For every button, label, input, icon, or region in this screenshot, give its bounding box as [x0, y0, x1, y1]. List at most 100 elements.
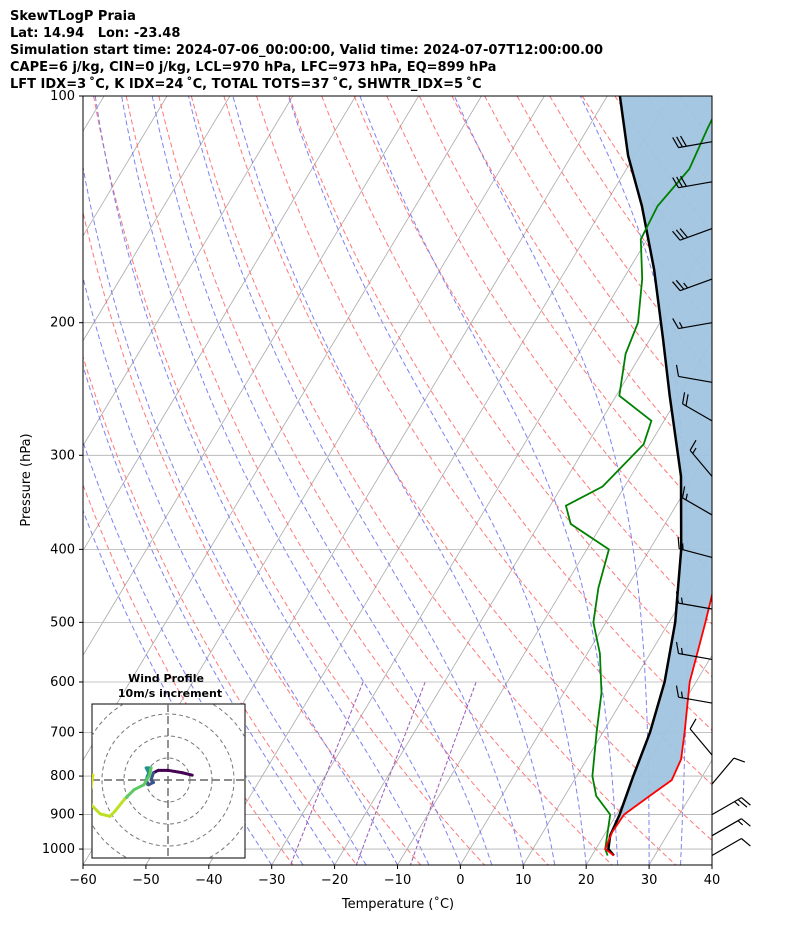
isotherm-line [83, 96, 105, 132]
chart-header: SkewTLogP Praia Lat: 14.94 Lon: -23.48 S… [10, 8, 603, 93]
isotherm-line [397, 340, 712, 865]
hodograph-trace-segment [122, 788, 136, 801]
hodograph-trace-segment [92, 803, 102, 816]
wind-barb [681, 486, 713, 516]
moist-adiabat-line [188, 96, 524, 865]
hodograph-trace-segment [132, 783, 146, 792]
parcel-profile-line [607, 96, 683, 857]
wind-barb [689, 718, 713, 756]
dry-adiabat-line [353, 96, 712, 625]
moist-adiabat-line [711, 857, 712, 865]
hodograph-title: Wind Profile [128, 672, 204, 685]
wind-barb [672, 278, 713, 292]
moist-adiabat-line [121, 96, 461, 865]
moist-adiabat-line [287, 96, 587, 865]
temperature-line [604, 591, 712, 857]
mixing-ratio-line [355, 681, 426, 865]
moist-adiabat-line [83, 275, 367, 865]
hodograph-ring [101, 713, 235, 847]
sounding-profiles [564, 96, 712, 857]
hodograph-trace-segment [98, 812, 112, 818]
isotherm-line [208, 96, 671, 865]
hodograph-trace-segment [92, 773, 95, 791]
y-tick-label: 1000 [42, 842, 75, 857]
wind-barb [677, 536, 713, 559]
y-tick-label: 800 [50, 769, 75, 784]
y-tick-label: 200 [50, 316, 75, 331]
wind-barbs [672, 135, 751, 857]
dewpoint-line [564, 117, 712, 856]
x-tick-label: 40 [704, 873, 721, 888]
moist-adiabat-line [453, 96, 650, 865]
hodograph [92, 704, 245, 858]
isotherm-line [522, 549, 712, 865]
simulation-times: Simulation start time: 2024-07-06_00:00:… [10, 43, 603, 58]
dry-adiabat-line [125, 96, 549, 865]
isotherm-line [83, 96, 231, 342]
hodograph-trace-segment [166, 768, 185, 775]
y-tick-label: 900 [50, 808, 75, 823]
dry-adiabat-line [83, 483, 294, 865]
dry-adiabat-line [713, 96, 794, 865]
x-tick-label: −40 [195, 873, 222, 888]
wind-barb [675, 685, 713, 704]
stability-parameters: CAPE=6 j/kg, CIN=0 j/kg, LCL=970 hPa, LF… [10, 60, 497, 75]
x-tick-label: 30 [641, 873, 658, 888]
wind-barb [675, 641, 713, 661]
wind-barb [711, 838, 751, 857]
wind-barb [711, 757, 746, 785]
x-tick-label: −30 [258, 873, 285, 888]
moist-adiabat-line [232, 96, 556, 865]
dry-adiabat-line [321, 96, 712, 678]
isotherm-line [334, 235, 712, 865]
x-tick-label: −50 [132, 873, 159, 888]
isotherm-line [460, 444, 712, 865]
dry-adiabat-line [386, 96, 712, 574]
hodograph-trace-segment [181, 771, 194, 777]
location-coordinates: Lat: 14.94 Lon: -23.48 [10, 26, 181, 41]
isotherm-line [83, 96, 294, 447]
y-tick-label: 400 [50, 542, 75, 557]
x-tick-label: −10 [384, 873, 411, 888]
x-axis-label: Temperature (˚C) [341, 896, 454, 912]
x-tick-label: 10 [515, 873, 532, 888]
dry-adiabat-line [83, 355, 358, 865]
y-tick-label: 100 [50, 89, 75, 104]
x-tick-label: −20 [321, 873, 348, 888]
dry-adiabat-line [288, 96, 712, 731]
x-axis: −60 −50 −40 −30 −20 −10 0 10 20 30 40 [69, 865, 720, 888]
y-tick-label: 500 [50, 615, 75, 630]
dry-adiabat-line [484, 96, 712, 424]
y-axis: 100 200 300 400 500 600 700 800 900 1000 [42, 89, 83, 857]
wind-barb [672, 228, 713, 241]
cape-fill [605, 96, 712, 856]
isotherm-line [83, 96, 357, 552]
isotherm-line [83, 96, 168, 237]
y-tick-label: 700 [50, 725, 75, 740]
x-tick-label: −60 [69, 873, 96, 888]
wind-barb [681, 392, 713, 422]
dry-adiabat-line [223, 96, 712, 842]
isotherm-line [711, 864, 712, 865]
moist-adiabat-line [359, 96, 619, 865]
dry-adiabat-line [158, 96, 613, 865]
wind-barb [672, 135, 713, 149]
hodograph-trace-segment [142, 773, 152, 787]
wind-barb [672, 318, 713, 330]
moist-adiabat-line [83, 164, 398, 865]
wind-barb [672, 175, 713, 189]
wind-barb [711, 818, 751, 837]
mixing-ratio-line [409, 681, 477, 865]
y-tick-label: 600 [50, 675, 75, 690]
hodograph-trace-segment [113, 797, 126, 813]
background-lines [83, 96, 794, 865]
dry-adiabat-line [451, 96, 712, 473]
isotherm-line [83, 96, 482, 761]
wind-barb [711, 797, 751, 816]
wind-barb [675, 364, 713, 383]
cape-area [605, 96, 712, 856]
dry-adiabat-line [256, 96, 712, 786]
wind-barb [675, 591, 713, 610]
stability-indices: LFT IDX=3 ˚C, K IDX=24 ˚C, TOTAL TOTS=37… [10, 77, 482, 92]
x-tick-label: 20 [578, 873, 595, 888]
